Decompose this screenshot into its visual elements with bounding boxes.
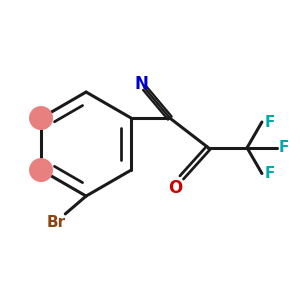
Text: N: N [134, 75, 148, 93]
Text: F: F [264, 166, 274, 181]
Text: F: F [279, 140, 290, 155]
Text: F: F [264, 115, 274, 130]
Circle shape [30, 107, 52, 129]
Text: O: O [169, 179, 183, 197]
Text: Br: Br [47, 215, 66, 230]
Circle shape [30, 159, 52, 182]
